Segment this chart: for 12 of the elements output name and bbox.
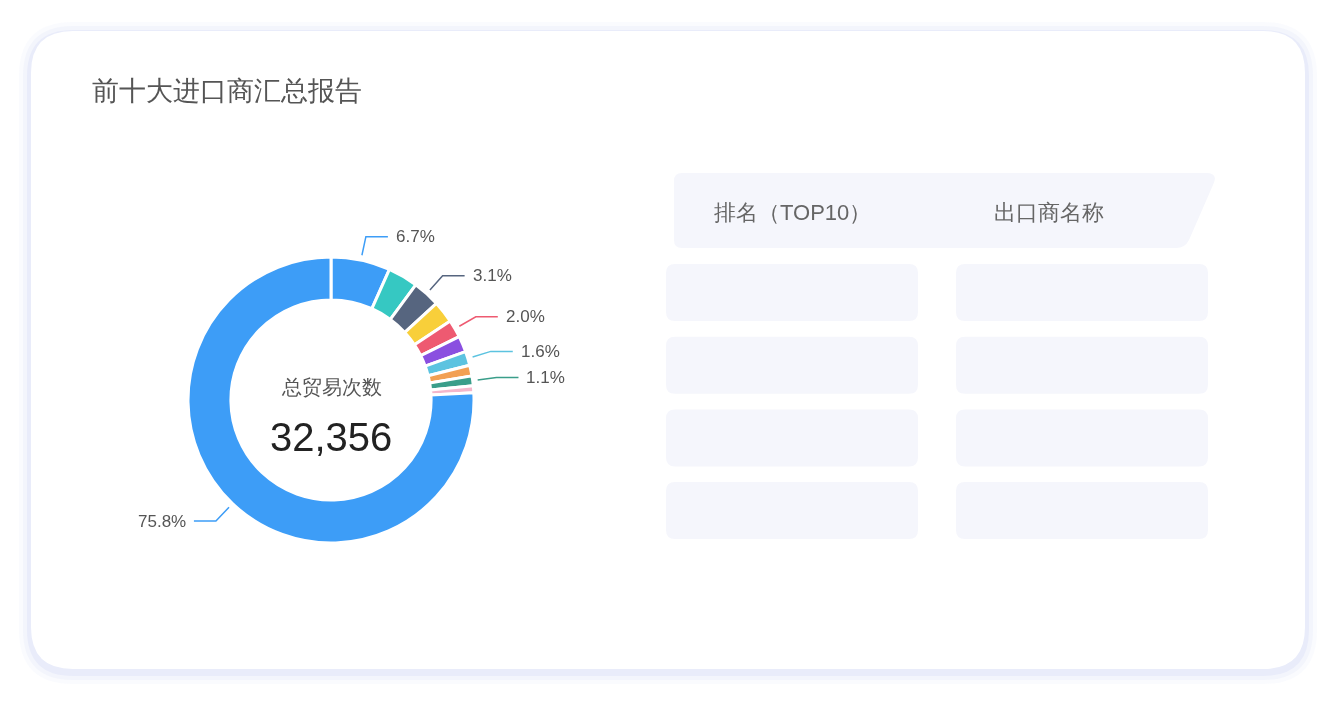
data-label: 3.1% <box>473 266 512 285</box>
chart-title: 前十大进口商汇总报告 <box>92 76 362 106</box>
category-label: 出口商名称 <box>994 200 1104 225</box>
data-label: 1.1% <box>526 368 565 387</box>
donut-slice <box>186 255 476 545</box>
text: 总贸易次数 <box>281 376 382 398</box>
data-label: 2.0% <box>506 307 545 326</box>
text: 32,356 <box>270 415 393 459</box>
data-label: 1.6% <box>521 342 560 361</box>
category-label: 排名（TOP10） <box>714 200 872 225</box>
data-label: 75.8% <box>138 512 187 531</box>
data-label: 6.7% <box>396 227 435 246</box>
